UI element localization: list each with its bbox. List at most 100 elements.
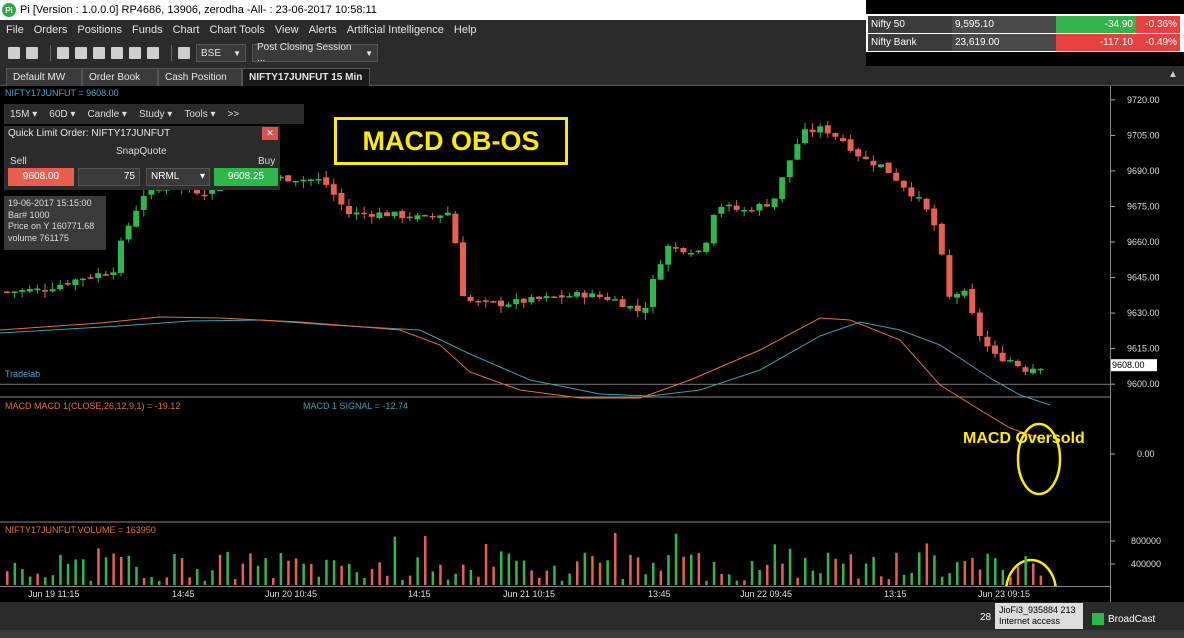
- tab-chart[interactable]: NIFTY17JUNFUT 15 Min ✕: [242, 68, 370, 101]
- menu-funds[interactable]: Funds: [132, 24, 163, 36]
- volume-bar: [431, 571, 435, 585]
- briefcase-icon[interactable]: [129, 47, 141, 59]
- menu-chart-tools[interactable]: Chart Tools: [209, 24, 265, 36]
- candle: [558, 295, 565, 298]
- more-button[interactable]: >>: [227, 108, 240, 120]
- menu-help[interactable]: Help: [453, 24, 477, 36]
- index-row[interactable]: Nifty 50 9,595.10 -34.90 -0.36%: [868, 16, 1180, 33]
- volume-bar: [629, 554, 632, 585]
- annotation-oversold: MACD Oversold: [963, 430, 1085, 447]
- session-select[interactable]: Post Closing Session ... ▼: [252, 42, 378, 64]
- chart-canvas[interactable]: MACD MACD 1(CLOSE,26,12,9,1) = -19.12 MAC…: [0, 86, 1110, 586]
- candle: [498, 300, 504, 307]
- menu-orders[interactable]: Orders: [33, 24, 68, 36]
- volume-bar: [279, 553, 283, 585]
- candle: [840, 138, 846, 141]
- chevron-up-icon[interactable]: ▲: [1168, 69, 1178, 80]
- market-watch-icon[interactable]: [111, 47, 123, 59]
- volume-bar: [180, 558, 184, 585]
- volume-bar: [21, 568, 24, 585]
- sell-price-input[interactable]: 9608.00: [8, 168, 74, 186]
- candle: [726, 204, 732, 207]
- volume-bar: [1039, 575, 1043, 585]
- buy-icon[interactable]: [57, 47, 69, 59]
- snapquote-button[interactable]: SnapQuote: [116, 146, 167, 157]
- tab-cash-position[interactable]: Cash Position: [158, 68, 242, 86]
- volume-bar: [925, 543, 929, 585]
- volume-bar: [408, 575, 412, 585]
- grid-icon[interactable]: [178, 47, 190, 59]
- candle: [429, 215, 436, 218]
- period-select[interactable]: 60D ▾: [49, 108, 76, 120]
- chart-icon[interactable]: [93, 47, 105, 59]
- menu-alerts[interactable]: Alerts: [308, 24, 337, 36]
- menu-view[interactable]: View: [274, 24, 299, 36]
- volume-bar: [363, 578, 366, 585]
- menu-file[interactable]: File: [6, 24, 24, 36]
- volume-bar: [135, 566, 138, 585]
- volume-bar: [1016, 566, 1020, 585]
- calculator-icon[interactable]: [147, 47, 159, 59]
- tab-default-mw[interactable]: Default MW: [6, 68, 82, 86]
- candle: [779, 177, 786, 200]
- buy-label: Buy: [258, 156, 276, 167]
- price-tick-label: 9645.00: [1127, 273, 1160, 283]
- macd-line: [0, 316, 1046, 441]
- volume-bar: [287, 560, 290, 585]
- candle: [703, 242, 710, 252]
- volume-bar: [348, 564, 351, 585]
- candle: [201, 194, 208, 197]
- network-tooltip: JioFi3_935884 213 Internet access: [995, 603, 1083, 629]
- candle: [414, 215, 421, 220]
- close-icon[interactable]: ✕: [262, 127, 278, 140]
- index-change: -117.10: [1056, 34, 1136, 51]
- volume-bar: [226, 551, 229, 585]
- chart-type-select[interactable]: Candle ▾: [87, 108, 127, 120]
- volume-bar: [735, 580, 739, 585]
- volume-title: NIFTY17JUNFUT.VOLUME = 163950: [5, 525, 156, 535]
- candle: [619, 299, 626, 307]
- exchange-select[interactable]: BSE ▼: [196, 44, 246, 62]
- volume-bar: [1032, 563, 1035, 585]
- tab-order-book[interactable]: Order Book: [82, 68, 158, 86]
- index-ticker: Nifty 50 9,595.10 -34.90 -0.36% Nifty Ba…: [866, 14, 1184, 52]
- menu-chart[interactable]: Chart: [172, 24, 200, 36]
- volume-bar: [127, 555, 131, 585]
- candle: [1030, 368, 1036, 374]
- volume-bar: [576, 561, 579, 585]
- sell-icon[interactable]: [75, 47, 87, 59]
- study-menu[interactable]: Study ▾: [138, 108, 173, 120]
- menu-positions[interactable]: Positions: [77, 24, 122, 36]
- candle: [292, 181, 299, 183]
- volume-bar: [659, 570, 663, 585]
- time-label: Jun 20 10:45: [265, 589, 318, 599]
- volume-tick-label: 800000: [1131, 536, 1161, 546]
- candle: [824, 125, 831, 134]
- tools-menu[interactable]: Tools ▾: [184, 108, 216, 120]
- volume-bar: [6, 571, 9, 585]
- candle: [376, 212, 383, 218]
- broadcast-indicator[interactable]: BroadCast: [1088, 609, 1176, 629]
- window-title: Pi [Version : 1.0.0.0] RP4686, 13906, ze…: [20, 4, 377, 16]
- save-icon[interactable]: [26, 47, 38, 59]
- quantity-input[interactable]: 75: [78, 168, 140, 186]
- volume-bar: [614, 533, 617, 585]
- candle: [976, 312, 983, 336]
- candle: [741, 210, 748, 212]
- candle: [64, 283, 71, 285]
- index-row[interactable]: Nifty Bank 23,619.00 -117.10 -0.49%: [868, 34, 1180, 51]
- buy-price-input[interactable]: 9608.25: [214, 168, 278, 186]
- volume-bar: [568, 573, 571, 585]
- volume-bar: [538, 577, 541, 585]
- candle: [300, 179, 307, 182]
- interval-select[interactable]: 15M ▾: [10, 108, 38, 120]
- menu-ai[interactable]: Artificial Intelligence: [346, 24, 444, 36]
- candle: [543, 296, 550, 299]
- candle: [672, 247, 679, 249]
- title-bar: Pi Pi [Version : 1.0.0.0] RP4686, 13906,…: [0, 0, 866, 20]
- folder-icon[interactable]: [8, 47, 20, 59]
- product-select[interactable]: NRML ▾: [146, 168, 210, 186]
- price-axis[interactable]: 9720.00 9705.00 9690.00 9675.00 9660.00 9645.…: [1109, 86, 1184, 602]
- candle: [11, 291, 18, 293]
- candle: [209, 188, 216, 194]
